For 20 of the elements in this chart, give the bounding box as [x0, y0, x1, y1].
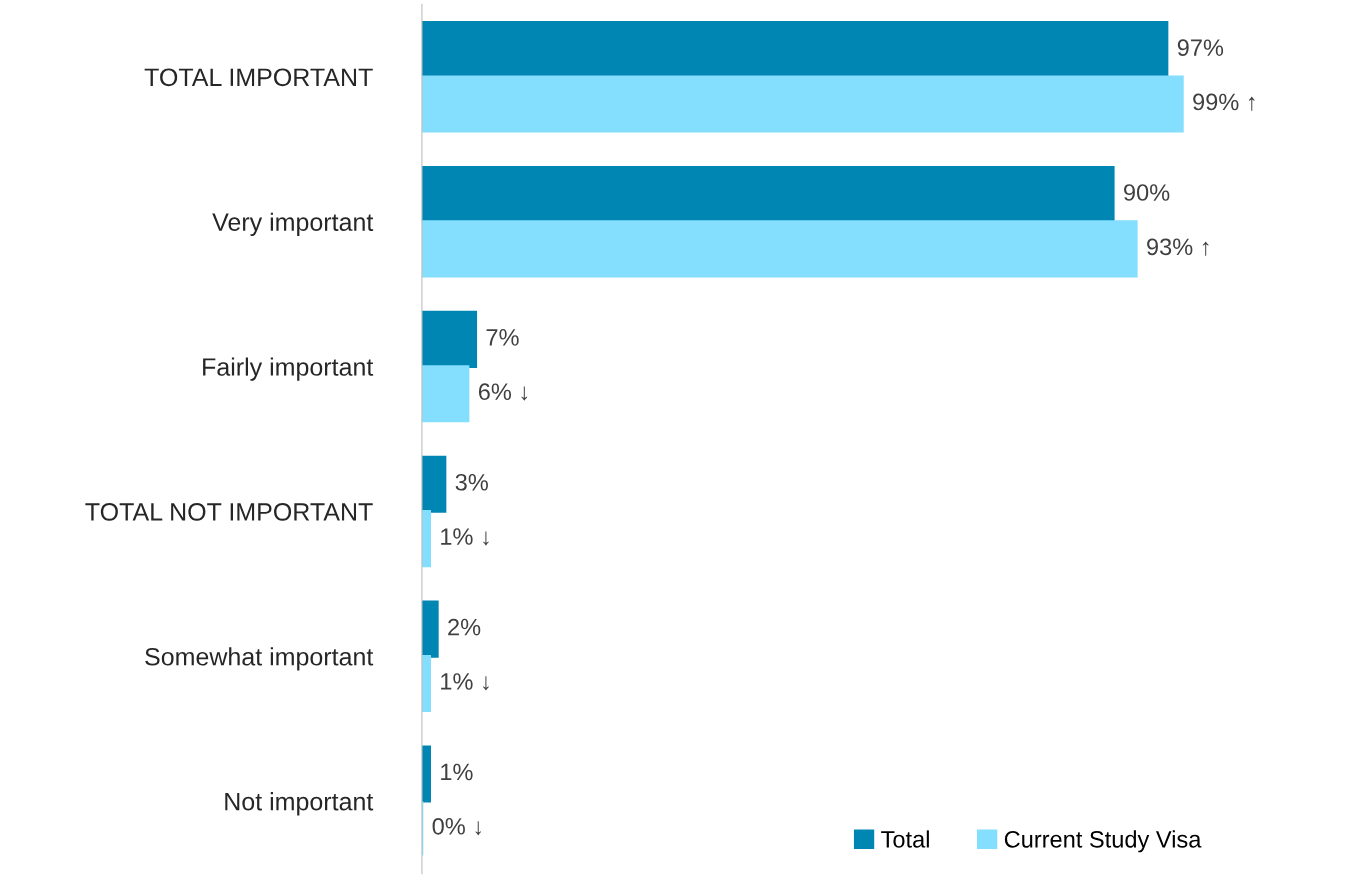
- data-label: 1% ↓: [441, 673, 489, 691]
- legend-label: Total: [881, 830, 929, 848]
- y-tick-label: TOTAL IMPORTANT: [144, 68, 373, 87]
- y-tick-label: Not important: [225, 792, 374, 816]
- data-label: 93% ↑: [1147, 238, 1209, 256]
- data-label: 6% ↓: [478, 383, 528, 401]
- data-label: 99% ↑: [1193, 93, 1255, 111]
- data-label: 97%: [1177, 39, 1224, 56]
- y-tick-label: Somewhat important: [145, 647, 374, 671]
- legend-label: Current Study Visa: [1004, 830, 1202, 853]
- data-label: 1%: [441, 763, 473, 781]
- y-tick-label: TOTAL NOT IMPORTANT: [85, 503, 373, 521]
- data-label: 3%: [455, 473, 488, 491]
- data-label: 90%: [1124, 184, 1170, 201]
- y-tick-label: Fairly important: [203, 357, 374, 381]
- data-label: 7%: [486, 329, 519, 346]
- data-label: 1% ↓: [441, 528, 489, 546]
- data-label: 0% ↓: [432, 817, 481, 836]
- data-label: 2%: [448, 618, 481, 636]
- y-tick-label: Very important: [212, 212, 374, 236]
